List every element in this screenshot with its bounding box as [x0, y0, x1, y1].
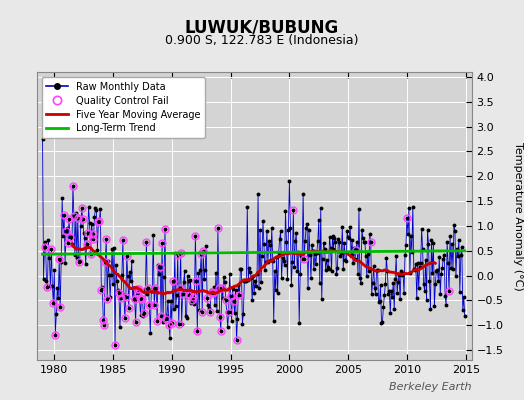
Text: Berkeley Earth: Berkeley Earth: [389, 382, 472, 392]
Y-axis label: Temperature Anomaly (°C): Temperature Anomaly (°C): [513, 142, 523, 290]
Text: 0.900 S, 122.783 E (Indonesia): 0.900 S, 122.783 E (Indonesia): [165, 34, 359, 47]
Legend: Raw Monthly Data, Quality Control Fail, Five Year Moving Average, Long-Term Tren: Raw Monthly Data, Quality Control Fail, …: [41, 77, 205, 138]
Text: LUWUK/BUBUNG: LUWUK/BUBUNG: [185, 18, 339, 36]
